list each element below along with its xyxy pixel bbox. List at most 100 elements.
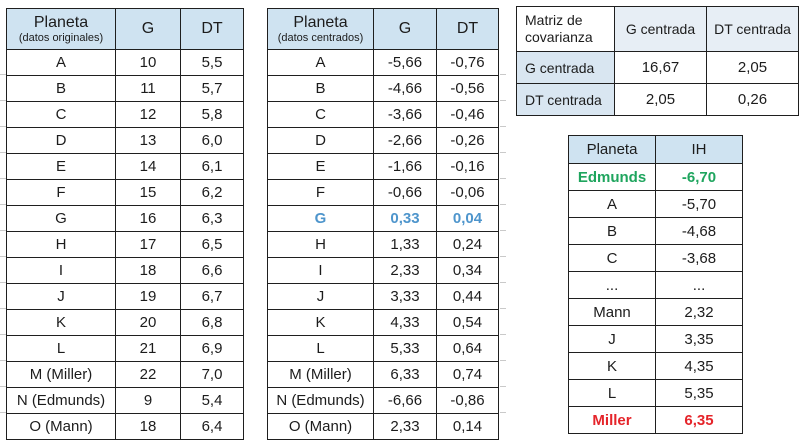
table-cell: E <box>267 153 374 180</box>
table-cell: K <box>6 309 116 336</box>
table-cell: 1,33 <box>373 231 437 258</box>
table-body-covarianza: G centrada 16,67 2,05 DT centrada 2,05 0,26 <box>516 51 799 116</box>
table-row: F 15 6,2 <box>6 179 244 206</box>
table-cell: 16,67 <box>614 51 707 84</box>
header-subtitle: (datos originales) <box>18 32 104 44</box>
table-cell: -4,66 <box>373 75 437 102</box>
table-row: L 5,33 0,64 <box>267 335 499 362</box>
table-row: Miller 6,35 <box>568 406 743 434</box>
header-g-centrada: G centrada <box>614 6 707 52</box>
table-row: C -3,68 <box>568 244 743 272</box>
table-cell: G centrada <box>516 51 615 84</box>
table-cell: N (Edmunds) <box>6 387 116 414</box>
table-row: J 19 6,7 <box>6 283 244 310</box>
table-cell: -6,70 <box>655 163 743 191</box>
table-cell: B <box>568 217 656 245</box>
table-cell: 4,33 <box>373 309 437 336</box>
table-cell: 3,33 <box>373 283 437 310</box>
header-col-dt: DT <box>436 8 499 50</box>
table-cell: 6,35 <box>655 406 743 434</box>
table-cell: 0,14 <box>436 413 499 440</box>
header-row: Planeta (datos originales) G DT <box>6 8 244 50</box>
table-cell: 0,34 <box>436 257 499 284</box>
table-cell: -6,66 <box>373 387 437 414</box>
table-cell: -0,06 <box>436 179 499 206</box>
table-cell: 5,33 <box>373 335 437 362</box>
table-cell: H <box>267 231 374 258</box>
table-cell: G <box>267 205 374 232</box>
table-cell: 6,9 <box>180 335 244 362</box>
table-cell: C <box>267 101 374 128</box>
table-cell: 2,32 <box>655 298 743 326</box>
table-row: ...... <box>568 271 743 299</box>
table-row: G 0,33 0,04 <box>267 205 499 232</box>
table-cell: B <box>6 75 116 102</box>
gridline-ticks-middle <box>500 49 506 438</box>
table-row: G 16 6,3 <box>6 205 244 232</box>
table-cell: 5,4 <box>180 387 244 414</box>
table-cell: 17 <box>115 231 181 258</box>
table-row: E 14 6,1 <box>6 153 244 180</box>
table-cell: J <box>267 283 374 310</box>
table-row: K 20 6,8 <box>6 309 244 336</box>
table-cell: 2,33 <box>373 413 437 440</box>
table-cell: 6,4 <box>180 413 244 440</box>
table-cell: M (Miller) <box>267 361 374 388</box>
table-cell: K <box>267 309 374 336</box>
table-row: F -0,66 -0,06 <box>267 179 499 206</box>
table-row: D 13 6,0 <box>6 127 244 154</box>
table-cell: -5,70 <box>655 190 743 218</box>
table-cell: 6,0 <box>180 127 244 154</box>
table-row: A -5,66 -0,76 <box>267 49 499 76</box>
table-cell: -4,68 <box>655 217 743 245</box>
gridline-ticks-left <box>0 49 6 438</box>
table-cell: -0,46 <box>436 101 499 128</box>
table-cell: -5,66 <box>373 49 437 76</box>
table-cell: O (Mann) <box>267 413 374 440</box>
table-cell: ... <box>568 271 656 299</box>
table-row: N (Edmunds) -6,66 -0,86 <box>267 387 499 414</box>
table-row: B 11 5,7 <box>6 75 244 102</box>
table-cell: M (Miller) <box>6 361 116 388</box>
table-cell: I <box>267 257 374 284</box>
header-row: Matriz de covarianza G centrada DT centr… <box>516 6 799 52</box>
table-row: C -3,66 -0,46 <box>267 101 499 128</box>
table-cell: 15 <box>115 179 181 206</box>
table-row: L 21 6,9 <box>6 335 244 362</box>
table-cell: G <box>6 205 116 232</box>
table-row: B -4,68 <box>568 217 743 245</box>
table-row: G centrada 16,67 2,05 <box>516 51 799 84</box>
table-cell: J <box>6 283 116 310</box>
table-row: M (Miller) 22 7,0 <box>6 361 244 388</box>
covariance-corner-label: Matriz de covarianza <box>516 6 615 52</box>
table-row: J 3,33 0,44 <box>267 283 499 310</box>
table-row: O (Mann) 18 6,4 <box>6 413 244 440</box>
table-cell: -0,86 <box>436 387 499 414</box>
table-cell: 11 <box>115 75 181 102</box>
table-cell: 19 <box>115 283 181 310</box>
table-row: H 17 6,5 <box>6 231 244 258</box>
table-row: DT centrada 2,05 0,26 <box>516 83 799 116</box>
header-row: Planeta (datos centrados) G DT <box>267 8 499 50</box>
table-cell: 4,35 <box>655 352 743 380</box>
table-cell: 21 <box>115 335 181 362</box>
table-cell: 16 <box>115 205 181 232</box>
table-cell: A <box>6 49 116 76</box>
table-cell: 0,26 <box>706 83 799 116</box>
table-row: E -1,66 -0,16 <box>267 153 499 180</box>
table-cell: A <box>568 190 656 218</box>
header-row: Planeta IH <box>568 135 743 164</box>
table-cell: 12 <box>115 101 181 128</box>
table-row: J 3,35 <box>568 325 743 353</box>
table-cell: 3,35 <box>655 325 743 353</box>
table-cell: -1,66 <box>373 153 437 180</box>
table-row: C 12 5,8 <box>6 101 244 128</box>
header-ih: IH <box>655 135 743 164</box>
table-body-ih: Edmunds -6,70 A -5,70 B -4,68 C -3,68...... Mann… <box>568 163 743 434</box>
table-cell: Mann <box>568 298 656 326</box>
table-cell: D <box>6 127 116 154</box>
table-cell: C <box>568 244 656 272</box>
table-cell: 20 <box>115 309 181 336</box>
table-cell: 22 <box>115 361 181 388</box>
